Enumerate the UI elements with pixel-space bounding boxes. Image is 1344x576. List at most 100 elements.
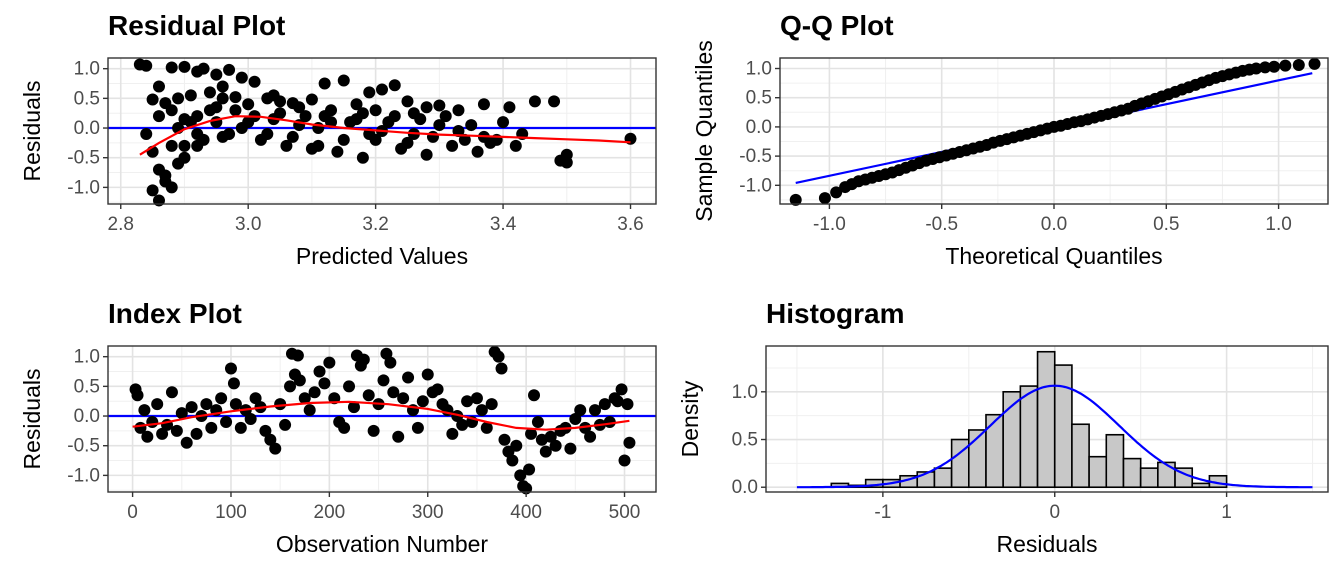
y-tick-label: 0.0 — [732, 477, 758, 498]
data-point — [325, 116, 338, 129]
histogram-bar — [985, 413, 1004, 489]
data-point — [498, 433, 511, 446]
data-point — [170, 424, 183, 437]
data-point — [401, 95, 414, 108]
histogram-bar — [1191, 482, 1211, 489]
data-point — [165, 139, 178, 152]
data-point — [475, 404, 488, 417]
x-tick-label: -1 — [874, 502, 891, 523]
data-point — [279, 418, 292, 431]
y-axis-title: Residuals — [19, 369, 45, 470]
data-point — [140, 59, 153, 72]
y-tick-label: 0.5 — [746, 88, 772, 109]
data-point — [267, 89, 280, 102]
histogram-title: Histogram — [766, 298, 905, 329]
data-point — [337, 133, 350, 146]
data-point — [200, 398, 213, 411]
data-point — [376, 83, 388, 96]
data-point — [531, 415, 544, 428]
data-point — [203, 86, 216, 99]
data-point — [242, 98, 255, 111]
data-point — [433, 99, 446, 112]
data-point — [331, 145, 344, 158]
y-tick-label: 1.0 — [732, 382, 758, 403]
data-point — [248, 75, 261, 88]
data-point — [362, 389, 375, 402]
histogram-bar — [1019, 385, 1039, 489]
data-point — [510, 439, 523, 452]
data-point — [452, 104, 465, 117]
data-point — [286, 130, 299, 143]
y-tick-label: 0.0 — [74, 118, 100, 139]
data-point — [151, 398, 164, 411]
data-point — [138, 404, 151, 417]
data-point — [303, 404, 316, 417]
plot-border — [107, 345, 657, 493]
data-point — [458, 133, 471, 146]
data-point — [293, 374, 306, 387]
y-tick-label: 1.0 — [746, 59, 772, 80]
data-point — [388, 79, 401, 92]
data-point — [384, 356, 397, 369]
x-tick-label: 100 — [215, 502, 247, 523]
x-tick-label: 1.0 — [1265, 214, 1291, 235]
data-point — [146, 184, 159, 197]
qq-plot-panel: Q-Q Plot -1.0 -0.5 0.0 0.5 1.0 -1.0 -0.5 0.0 0.5… — [672, 0, 1344, 288]
residual-plot-title: Residual Plot — [108, 10, 286, 41]
data-point — [216, 80, 229, 93]
data-point — [338, 421, 351, 434]
y-tick-label: 0.5 — [74, 376, 100, 397]
histogram-bar — [1088, 455, 1108, 489]
histogram-chart: -1 0 1 0.0 0.5 1.0 Residuals Density — [677, 345, 1329, 557]
data-point — [789, 193, 802, 206]
data-point — [197, 62, 210, 75]
data-point — [299, 110, 312, 123]
histogram-panel: Histogram -1 0 1 0.0 0.5 1.0 Residuals Density — [672, 288, 1344, 576]
plot-border — [107, 57, 657, 205]
data-point — [539, 445, 552, 458]
data-point — [623, 436, 636, 449]
data-point — [152, 80, 165, 93]
y-tick-label: -1.0 — [739, 175, 772, 196]
data-point — [528, 95, 541, 108]
data-point — [369, 104, 382, 117]
data-point — [141, 430, 154, 443]
data-point — [165, 61, 178, 74]
smooth-trend-line — [132, 400, 630, 431]
data-point — [433, 119, 446, 132]
data-point — [388, 110, 401, 123]
data-point — [165, 386, 178, 399]
histogram-bar — [1139, 467, 1159, 489]
data-point — [420, 101, 433, 114]
y-axis-title: Sample Quantiles — [691, 40, 717, 222]
data-point — [298, 392, 311, 405]
residual-plot-chart: 2.8 3.0 3.2 3.4 3.6 -1.0 -0.5 0.0 0.5 1.0 Predicte… — [19, 57, 657, 269]
data-point — [451, 410, 464, 423]
data-point — [191, 139, 204, 152]
x-tick-label: 0.0 — [1041, 214, 1067, 235]
index-plot-chart: 0 100 200 300 400 500 -1.0 -0.5 0.0 0.5 1.0 Observa… — [19, 345, 657, 557]
data-point — [1308, 57, 1321, 70]
data-point — [589, 404, 602, 417]
x-tick-label: 3.0 — [235, 214, 261, 235]
data-point — [259, 424, 272, 437]
data-point — [367, 424, 380, 437]
data-point — [439, 110, 452, 123]
data-point — [446, 427, 459, 440]
data-point — [1279, 59, 1292, 72]
data-point — [244, 413, 257, 425]
qq-plot-title: Q-Q Plot — [780, 10, 894, 41]
data-point — [308, 386, 321, 399]
data-point — [274, 398, 287, 411]
data-point — [528, 389, 541, 402]
data-point — [356, 107, 369, 120]
data-point — [1268, 60, 1281, 73]
data-point — [269, 442, 282, 455]
data-point — [426, 130, 439, 143]
y-tick-label: -1.0 — [67, 177, 100, 198]
data-point — [549, 439, 562, 452]
data-point — [446, 139, 459, 152]
data-point — [509, 139, 522, 152]
data-point — [392, 430, 405, 443]
data-point — [210, 68, 223, 81]
